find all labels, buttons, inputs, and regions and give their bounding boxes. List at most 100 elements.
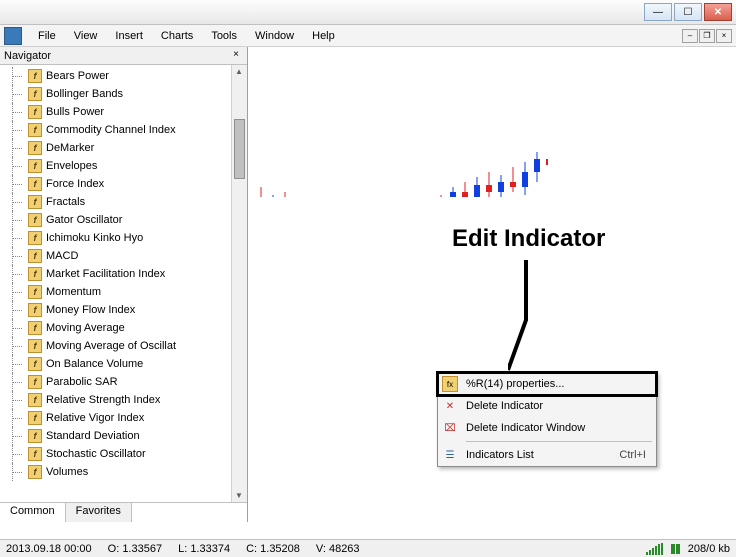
tree-item[interactable]: Standard Deviation <box>0 427 247 445</box>
mdi-close[interactable]: × <box>716 29 732 43</box>
function-icon <box>28 375 42 389</box>
mdi-restore[interactable]: ❐ <box>699 29 715 43</box>
tree-item-label: Relative Strength Index <box>46 394 160 406</box>
menu-insert[interactable]: Insert <box>107 28 151 44</box>
del-icon: ✕ <box>442 398 458 414</box>
tree-item[interactable]: Relative Vigor Index <box>0 409 247 427</box>
context-menu: fx%R(14) properties...✕Delete Indicator⌧… <box>437 372 657 467</box>
function-icon <box>28 177 42 191</box>
menu-separator <box>466 441 652 442</box>
tree-item-label: Ichimoku Kinko Hyo <box>46 232 143 244</box>
tree-item[interactable]: On Balance Volume <box>0 355 247 373</box>
tree-item[interactable]: Gator Oscillator <box>0 211 247 229</box>
tree-item-label: Standard Deviation <box>46 430 140 442</box>
tree-item-label: Bulls Power <box>46 106 104 118</box>
tree-item-label: Relative Vigor Index <box>46 412 144 424</box>
tree-item[interactable]: Moving Average <box>0 319 247 337</box>
fx-icon: fx <box>442 376 458 392</box>
menu-window[interactable]: Window <box>247 28 302 44</box>
tree-item[interactable]: MACD <box>0 247 247 265</box>
tree-item[interactable]: Fractals <box>0 193 247 211</box>
tree-item[interactable]: Bollinger Bands <box>0 85 247 103</box>
annotation-arrow <box>508 260 548 380</box>
function-icon <box>28 429 42 443</box>
tree-item[interactable]: Relative Strength Index <box>0 391 247 409</box>
tree-item[interactable]: DeMarker <box>0 139 247 157</box>
navigator-scrollbar[interactable] <box>231 65 247 502</box>
minimize-button[interactable] <box>644 3 672 21</box>
function-icon <box>28 465 42 479</box>
delwin-icon: ⌧ <box>442 420 458 436</box>
navigator-tree[interactable]: Bears Power Bollinger Bands Bulls Power Com… <box>0 65 247 502</box>
context-menu-item[interactable]: fx%R(14) properties... <box>438 373 656 395</box>
mdi-minimize[interactable]: – <box>682 29 698 43</box>
tab-favorites[interactable]: Favorites <box>66 503 132 522</box>
tree-item-label: Commodity Channel Index <box>46 124 176 136</box>
function-icon <box>28 393 42 407</box>
navigator-tabs: Common Favorites <box>0 502 247 522</box>
tree-item[interactable]: Moving Average of Oscillat <box>0 337 247 355</box>
status-volume: V: 48263 <box>316 543 360 555</box>
context-menu-shortcut: Ctrl+I <box>619 449 646 461</box>
menu-file[interactable]: File <box>30 28 64 44</box>
tree-item-label: Envelopes <box>46 160 97 172</box>
navigator-titlebar: Navigator × <box>0 47 247 65</box>
navigator-panel: Navigator × Bears Power Bollinger Bands Bu… <box>0 47 248 522</box>
tree-item-label: Fractals <box>46 196 85 208</box>
context-menu-label: Indicators List <box>466 449 534 461</box>
app-icon <box>4 27 22 45</box>
tree-item[interactable]: Market Facilitation Index <box>0 265 247 283</box>
tree-item[interactable]: Ichimoku Kinko Hyo <box>0 229 247 247</box>
tree-item-label: Money Flow Index <box>46 304 135 316</box>
tree-item[interactable]: Volumes <box>0 463 247 481</box>
function-icon <box>28 87 42 101</box>
tree-item-label: Gator Oscillator <box>46 214 122 226</box>
function-icon <box>28 285 42 299</box>
navigator-title: Navigator <box>4 50 51 62</box>
function-icon <box>28 213 42 227</box>
connection-icon <box>671 544 680 554</box>
menu-view[interactable]: View <box>66 28 106 44</box>
tree-item[interactable]: Commodity Channel Index <box>0 121 247 139</box>
tree-item-label: DeMarker <box>46 142 94 154</box>
tree-item-label: Momentum <box>46 286 101 298</box>
title-bar <box>0 0 736 25</box>
tree-item-label: Bollinger Bands <box>46 88 123 100</box>
context-menu-label: Delete Indicator Window <box>466 422 585 434</box>
status-close: C: 1.35208 <box>246 543 300 555</box>
close-button[interactable] <box>704 3 732 21</box>
menu-tools[interactable]: Tools <box>203 28 245 44</box>
tree-item[interactable]: Envelopes <box>0 157 247 175</box>
status-kb: 208/0 kb <box>688 543 730 555</box>
menu-help[interactable]: Help <box>304 28 343 44</box>
annotation-label: Edit Indicator <box>452 225 605 253</box>
status-low: L: 1.33374 <box>178 543 230 555</box>
function-icon <box>28 249 42 263</box>
tree-item[interactable]: Momentum <box>0 283 247 301</box>
signal-bars-icon <box>646 543 663 555</box>
function-icon <box>28 123 42 137</box>
tree-item[interactable]: Force Index <box>0 175 247 193</box>
function-icon <box>28 321 42 335</box>
function-icon <box>28 105 42 119</box>
tree-item-label: Force Index <box>46 178 104 190</box>
scroll-thumb[interactable] <box>234 119 245 179</box>
maximize-button[interactable] <box>674 3 702 21</box>
list-icon: ☰ <box>442 447 458 463</box>
context-menu-item[interactable]: ✕Delete Indicator <box>438 395 656 417</box>
tree-item[interactable]: Stochastic Oscillator <box>0 445 247 463</box>
navigator-close-icon[interactable]: × <box>229 49 243 63</box>
tree-item-label: MACD <box>46 250 78 262</box>
menu-charts[interactable]: Charts <box>153 28 201 44</box>
status-bar: 2013.09.18 00:00 O: 1.33567 L: 1.33374 C… <box>0 539 736 557</box>
tree-item[interactable]: Parabolic SAR <box>0 373 247 391</box>
tab-common[interactable]: Common <box>0 503 66 522</box>
tree-item[interactable]: Bears Power <box>0 67 247 85</box>
tree-item[interactable]: Money Flow Index <box>0 301 247 319</box>
price-chart <box>248 47 548 197</box>
mdi-controls: – ❐ × <box>682 29 732 43</box>
tree-item[interactable]: Bulls Power <box>0 103 247 121</box>
function-icon <box>28 447 42 461</box>
context-menu-item[interactable]: ☰ Indicators List Ctrl+I <box>438 444 656 466</box>
context-menu-item[interactable]: ⌧ Delete Indicator Window <box>438 417 656 439</box>
